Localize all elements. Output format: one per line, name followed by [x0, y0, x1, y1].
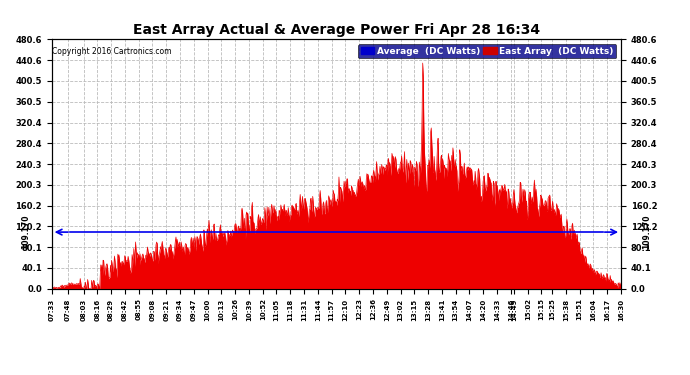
- Title: East Array Actual & Average Power Fri Apr 28 16:34: East Array Actual & Average Power Fri Ap…: [132, 23, 540, 37]
- Text: Copyright 2016 Cartronics.com: Copyright 2016 Cartronics.com: [52, 47, 172, 56]
- Legend: Average  (DC Watts), East Array  (DC Watts): Average (DC Watts), East Array (DC Watts…: [358, 44, 616, 58]
- Text: 109.170: 109.170: [21, 215, 30, 249]
- Text: 109.170: 109.170: [642, 215, 651, 249]
